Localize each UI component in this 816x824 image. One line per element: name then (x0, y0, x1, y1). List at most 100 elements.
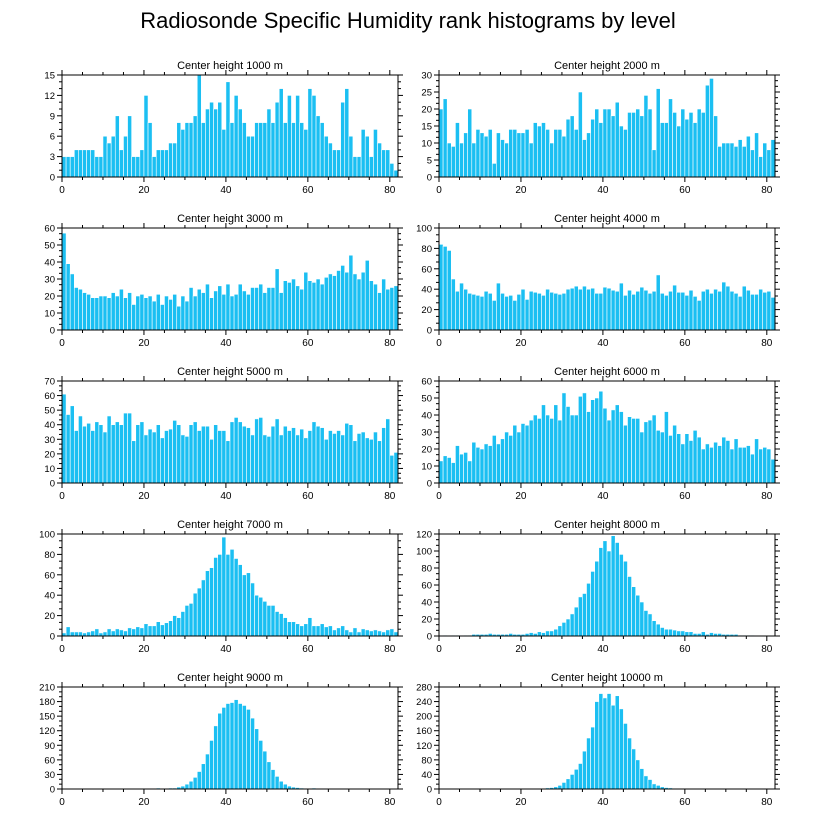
histogram-bar (303, 129, 309, 178)
y-tick-label: 80 (421, 755, 432, 766)
histogram-bar (598, 547, 604, 637)
histogram-bar (295, 623, 300, 637)
histogram-bar (352, 440, 358, 484)
histogram-bar (455, 445, 460, 484)
histogram-bar (86, 422, 91, 484)
histogram-bar (479, 448, 485, 484)
panel-title: Center height 3000 m (177, 213, 283, 225)
histogram-bar (479, 296, 485, 331)
histogram-bar (725, 440, 731, 484)
histogram-bar (381, 631, 387, 637)
histogram-bar (762, 446, 768, 484)
histogram-bar (569, 774, 575, 790)
histogram-bar (266, 605, 272, 637)
y-tick-label: 60 (44, 755, 55, 766)
histogram-bar (221, 430, 227, 484)
histogram-bar (315, 625, 321, 637)
y-tick-label: 10 (421, 462, 432, 473)
histogram-bar (561, 392, 567, 484)
histogram-bar (393, 285, 399, 331)
y-tick-label: 120 (39, 726, 55, 737)
histogram-bar (201, 579, 206, 637)
histogram-bar (643, 610, 649, 637)
histogram-bar (82, 149, 87, 178)
histogram-bar (713, 288, 718, 331)
histogram-bar (213, 725, 219, 790)
histogram-bar (737, 446, 743, 484)
histogram-bar (467, 292, 473, 331)
histogram-bar (491, 163, 497, 178)
histogram-bar (119, 149, 124, 178)
histogram-bar (627, 289, 632, 331)
histogram-bar (233, 417, 239, 484)
histogram-bar (127, 292, 132, 331)
histogram-bar (483, 290, 489, 331)
histogram-bar (741, 446, 747, 484)
histogram-bar (643, 95, 649, 178)
histogram-bar (246, 293, 251, 331)
y-tick-label: 80 (421, 564, 432, 575)
histogram-bar (446, 250, 452, 331)
histogram-bar (205, 425, 210, 484)
histogram-bar (188, 780, 194, 790)
histogram-bar (762, 142, 768, 178)
histogram-bar (188, 287, 194, 331)
histogram-bar (545, 288, 550, 331)
histogram-bar (569, 287, 575, 331)
histogram-bar (98, 156, 104, 178)
histogram-bar (241, 122, 247, 178)
histogram-bar (627, 737, 632, 790)
histogram-bar (188, 603, 194, 637)
histogram-bar (274, 418, 280, 484)
histogram-bar (176, 122, 182, 178)
histogram-bar (282, 122, 288, 178)
histogram-bar (721, 436, 727, 484)
histogram-bar (520, 132, 526, 178)
histogram-bar (610, 115, 616, 178)
plot-frame (61, 533, 399, 637)
histogram-bar (393, 169, 399, 178)
histogram-bar (303, 623, 309, 637)
x-tick-label: 0 (59, 185, 65, 196)
y-tick-label: 160 (416, 726, 432, 737)
histogram-bar (168, 299, 173, 331)
panel-title: Center height 6000 m (554, 366, 660, 378)
histogram-bar (184, 436, 190, 484)
histogram-bar (602, 697, 608, 790)
histogram-bar (287, 430, 292, 484)
histogram-bar (684, 631, 690, 637)
histogram-bar (606, 419, 612, 484)
histogram-bar (541, 632, 546, 637)
histogram-bar (655, 88, 661, 178)
histogram-bar (98, 424, 104, 484)
histogram-bar (680, 443, 686, 484)
histogram-bar (262, 434, 268, 484)
histogram-bar (172, 420, 178, 484)
histogram-bar (323, 135, 329, 178)
y-tick-label: 50 (44, 406, 55, 417)
histogram-bar (348, 631, 354, 637)
histogram-bar (332, 629, 337, 637)
histogram-bar (192, 295, 198, 331)
histogram-bar (143, 623, 149, 637)
histogram-bar (369, 280, 374, 331)
panel-title: Center height 5000 m (177, 366, 283, 378)
panel-3: Center height 3000 m 0 20 40 60 80 0 10 20 30 40 50… (44, 213, 403, 349)
histogram-bar (356, 278, 362, 331)
histogram-bar (196, 430, 202, 484)
panel-1: Center height 1000 m 0 20 40 60 80 0 3 6 9 12 15 (44, 60, 403, 196)
histogram-bar (160, 624, 165, 637)
histogram-bar (537, 631, 542, 637)
histogram-bar (647, 292, 653, 331)
histogram-bar (65, 156, 71, 178)
histogram-bar (631, 293, 636, 331)
x-tick-label: 60 (679, 797, 691, 808)
histogram-bar (512, 300, 518, 331)
histogram-bar (299, 625, 305, 637)
histogram-bar (192, 592, 198, 637)
histogram-bar (618, 282, 624, 331)
histogram-bar (565, 288, 571, 331)
histogram-bar (229, 548, 235, 637)
y-tick-label: 0 (50, 173, 55, 184)
histogram-bar (557, 625, 563, 637)
